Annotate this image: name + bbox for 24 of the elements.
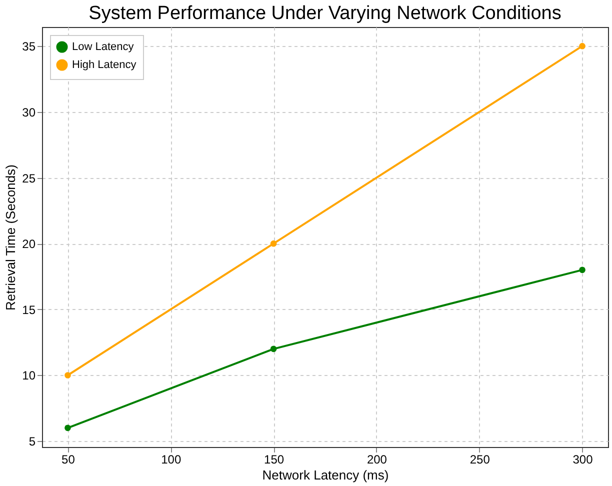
point: [579, 266, 586, 274]
x-axis-title: Network Latency (ms): [262, 468, 389, 482]
point: [270, 346, 277, 352]
y-tick-label: 10: [22, 368, 36, 383]
y-tick-label: 35: [22, 40, 36, 54]
legend-label: High Latency: [72, 59, 137, 71]
x-tick-label: 100: [161, 452, 182, 466]
legend-label: Low Latency: [72, 41, 134, 53]
x-tick-label: 300: [572, 452, 594, 466]
x-tick-label: 250: [470, 452, 490, 466]
point: [64, 424, 71, 432]
point: [270, 240, 277, 247]
x-tick-label: 150: [264, 452, 284, 466]
point: [579, 42, 586, 50]
x-tick-label: 50: [62, 452, 76, 466]
y-tick-label: 15: [22, 302, 36, 317]
chart-title: System Performance Under Varying Network Conditions: [88, 3, 562, 24]
y-tick-label: 25: [22, 171, 36, 186]
y-tick-label: 20: [22, 237, 36, 252]
y-tick-label: 5: [28, 434, 36, 449]
y-tick-label: 30: [22, 105, 36, 120]
point: [64, 372, 71, 378]
y-axis-title: Retrieval Time (Seconds): [3, 164, 18, 310]
x-tick-label: 200: [366, 452, 388, 466]
